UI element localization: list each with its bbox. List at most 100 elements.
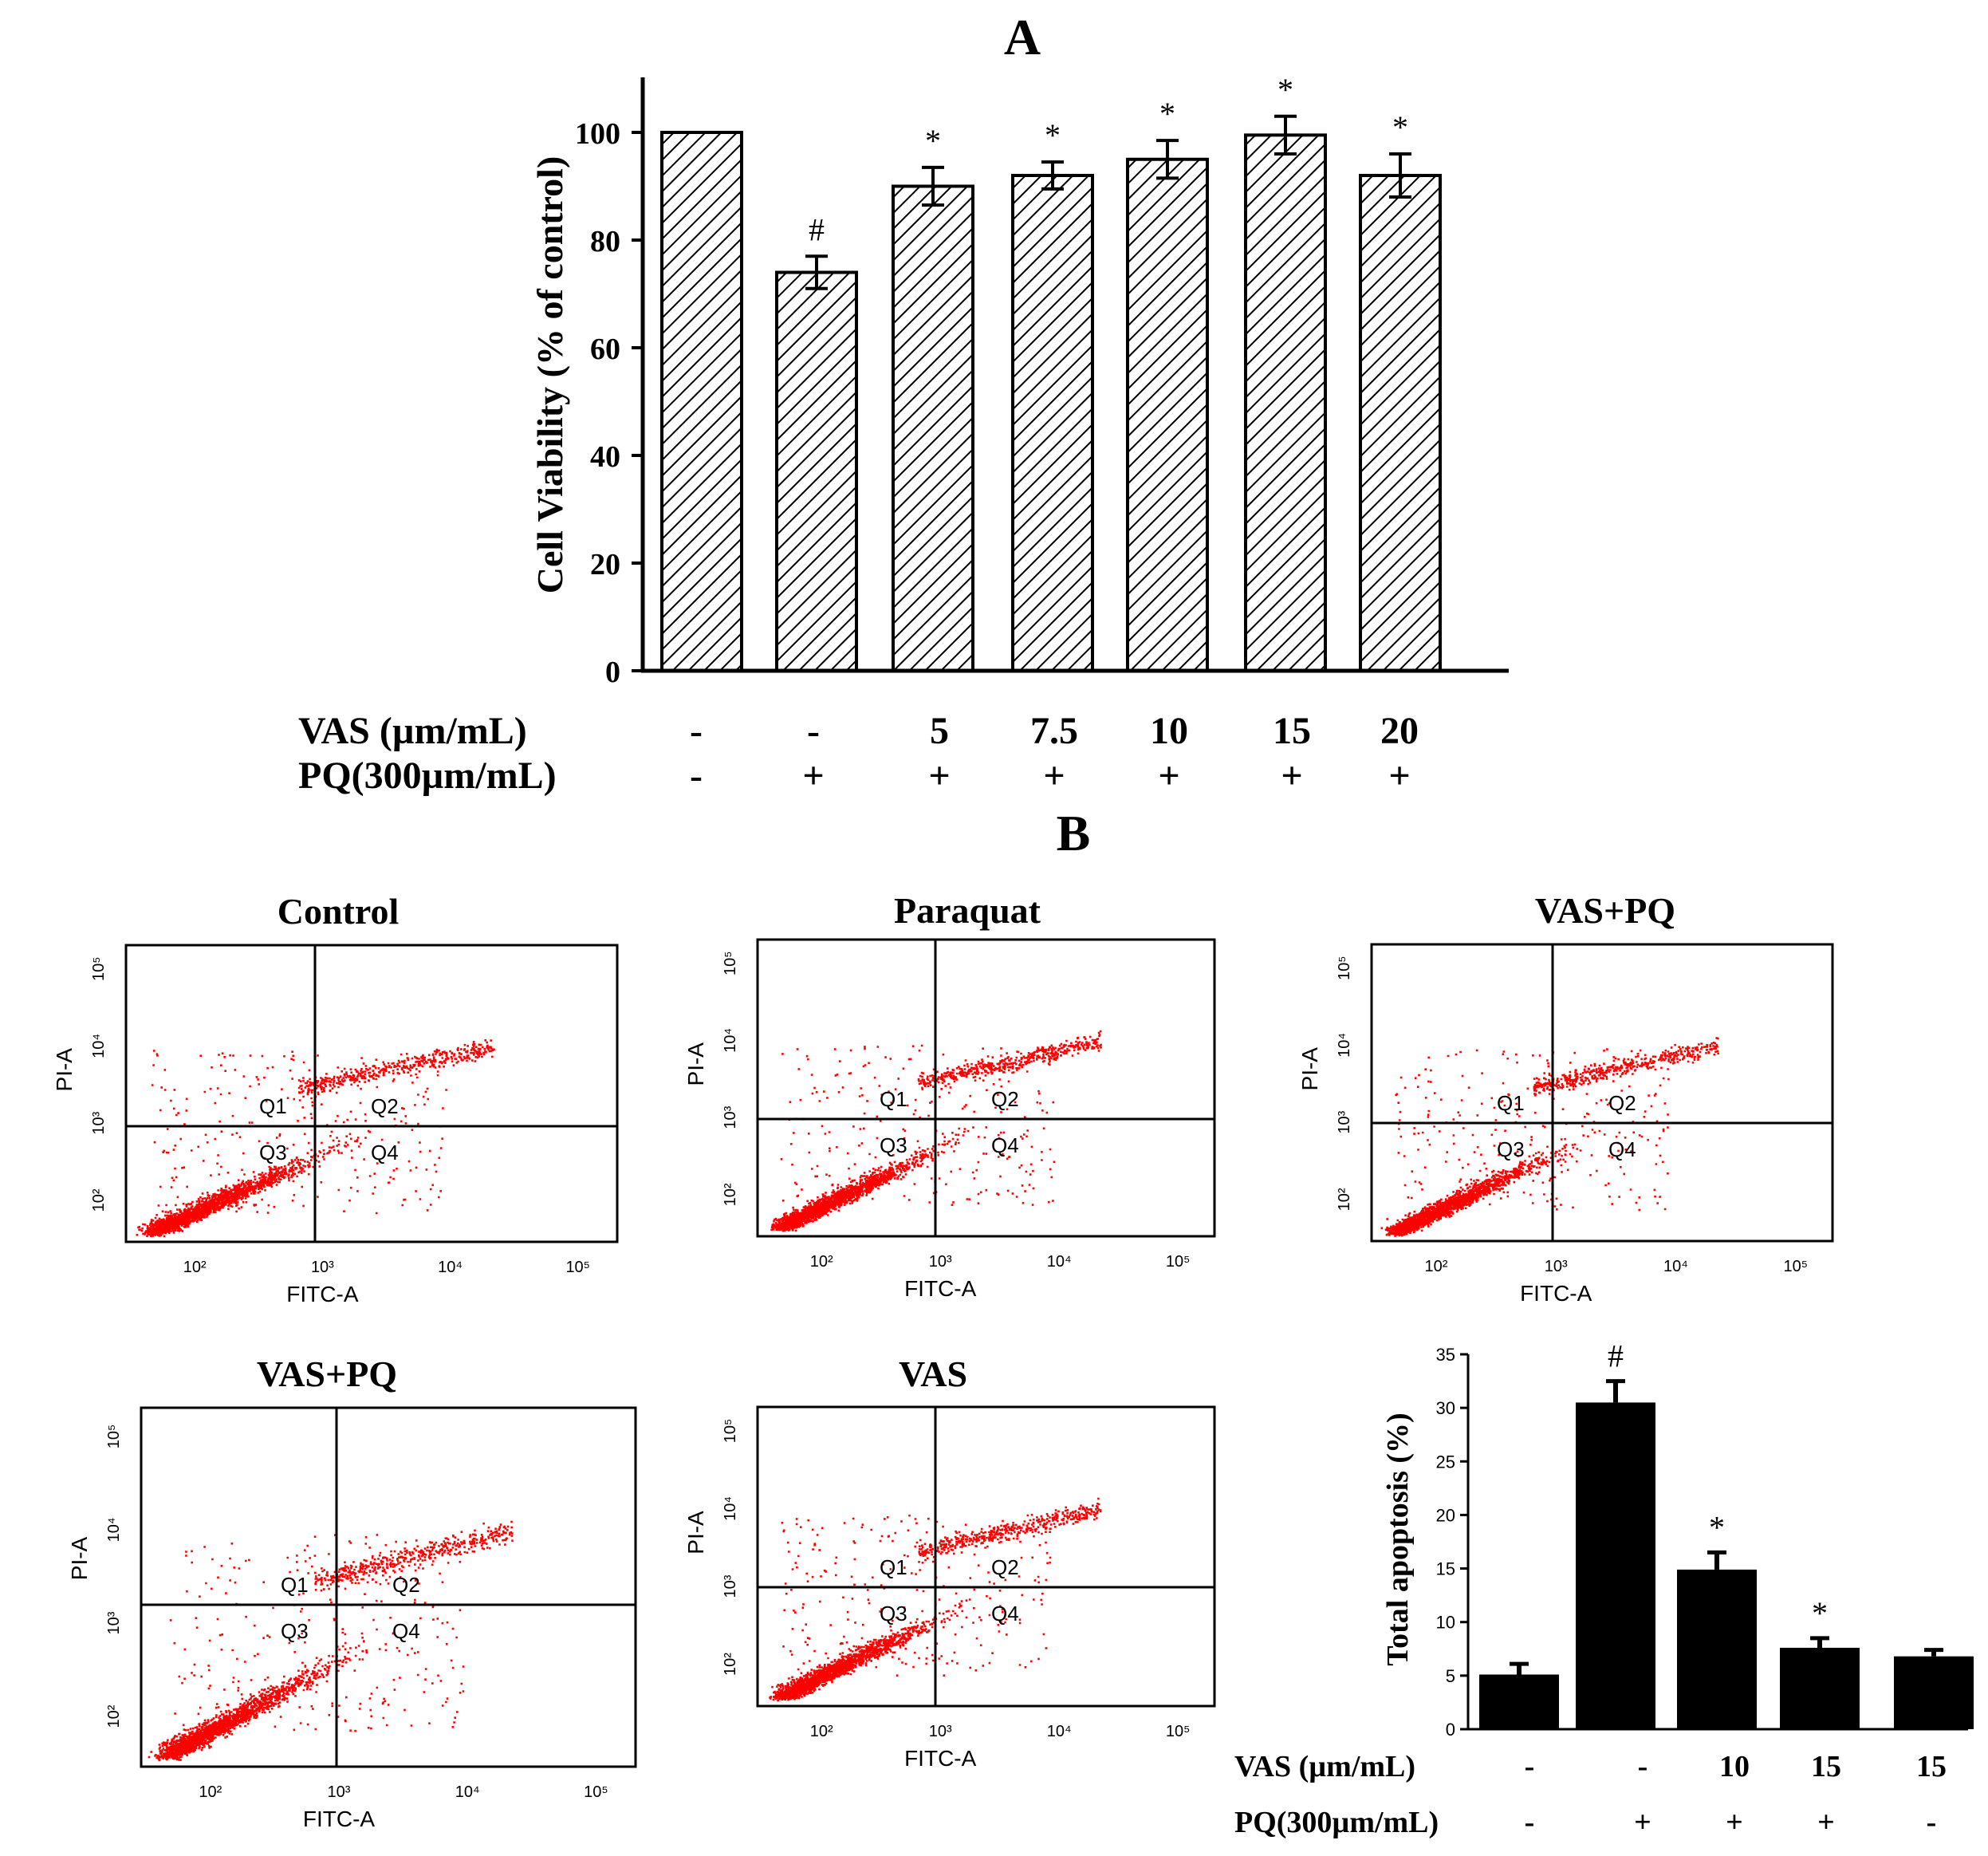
- flow-y-tick: 10⁴: [1336, 1033, 1353, 1058]
- flow-x-tick: 10⁵: [1166, 1253, 1191, 1271]
- viability-bars: # * * * * *: [660, 72, 1442, 672]
- pq-flag: +: [1634, 1806, 1651, 1839]
- flow-y-tick: 10³: [90, 1111, 108, 1134]
- flow-y-tick: 10⁵: [722, 1419, 739, 1444]
- apoptosis-bars: # * *: [1479, 1338, 1974, 1729]
- flow-plot-frame: [140, 1406, 637, 1768]
- flow-plot-title: VAS: [899, 1354, 967, 1394]
- flow-x-label: FITC-A: [286, 1282, 359, 1306]
- pq-flag: -: [690, 755, 703, 797]
- viability-y-label: Cell Viability (% of control): [529, 156, 570, 594]
- flow-x-tick: 10⁵: [584, 1783, 608, 1801]
- flow-plot-title: VAS+PQ: [257, 1354, 397, 1394]
- significance-marker: *: [925, 123, 941, 159]
- viability-bar: [775, 270, 858, 672]
- vas-row-label-b: VAS (µm/mL): [1234, 1750, 1415, 1783]
- apoptosis-y-tick-label: 10: [1436, 1613, 1455, 1633]
- significance-marker: *: [1159, 96, 1175, 132]
- apoptosis-y-tick-label: 25: [1436, 1452, 1455, 1472]
- quadrant-label: Q1: [259, 1094, 287, 1118]
- pq-flag: -: [1525, 1806, 1535, 1839]
- flow-x-tick: 10³: [311, 1259, 334, 1276]
- flow-plot-frame: [756, 938, 1216, 1238]
- vas-dose: -: [1638, 1750, 1648, 1783]
- pq-flag: +: [1158, 755, 1179, 797]
- apoptosis-y-tick-label: 5: [1446, 1666, 1455, 1686]
- vas-dose: 10: [1719, 1750, 1750, 1783]
- vas-dose: -: [1525, 1750, 1535, 1783]
- flow-x-tick: 10⁵: [1166, 1723, 1191, 1740]
- apoptosis-y-tick-label: 20: [1436, 1505, 1455, 1525]
- flow-plot-frame: [756, 1405, 1216, 1708]
- flow-y-label: PI-A: [683, 1042, 708, 1086]
- flow-x-tick: 10³: [1545, 1258, 1568, 1275]
- apoptosis-bar: [1780, 1647, 1860, 1729]
- viability-y-tick-label: 0: [605, 656, 620, 689]
- quadrant-label: Q1: [281, 1573, 309, 1597]
- flow-x-tick: 10⁴: [455, 1783, 480, 1801]
- pq-flag: +: [1817, 1806, 1835, 1839]
- flow-plot-title: Control: [278, 891, 400, 932]
- vas-dose: -: [807, 710, 820, 752]
- apoptosis-bar: [1894, 1656, 1974, 1729]
- pq-flag: +: [928, 755, 950, 797]
- flow-x-tick: 10³: [929, 1723, 952, 1740]
- flow-x-label: FITC-A: [904, 1276, 977, 1301]
- significance-marker: *: [1709, 1509, 1725, 1545]
- flow-y-label: PI-A: [67, 1536, 92, 1580]
- apoptosis-y-ticks: 0 5 10 15 20 25 30 35: [1436, 1345, 1468, 1740]
- flow-y-tick: 10³: [722, 1105, 739, 1129]
- flow-x-tick: 10²: [183, 1259, 207, 1276]
- viability-treatment-table: VAS (µm/mL) PQ(300µm/mL) ---+5+7.5+10+15…: [298, 710, 1419, 797]
- viability-y-tick-label: 100: [575, 117, 620, 151]
- flow-x-tick: 10⁴: [1663, 1258, 1688, 1275]
- apoptosis-treatment-table: VAS (µm/mL) PQ(300µm/mL) - - - +10 +15 +15 -: [1234, 1750, 1947, 1839]
- flow-x-tick: 10³: [328, 1783, 351, 1801]
- flow-x-tick: 10⁵: [565, 1259, 590, 1276]
- flow-plot: VAS+PQ Q1 Q2 Q3 Q4 10² 10² 10³ 10³ 10⁴ 10⁴ 10⁵ 10⁵ FI…: [67, 1354, 637, 1831]
- apoptosis-chart: 0 5 10 15 20 25 30 35 # * * Total apoptosis (%): [1381, 1338, 1974, 1740]
- pq-flag: +: [802, 755, 824, 797]
- vas-dose: 7.5: [1030, 710, 1078, 752]
- flow-y-tick: 10⁴: [90, 1034, 108, 1058]
- flow-x-tick: 10⁵: [1783, 1258, 1808, 1275]
- vas-dose: 10: [1150, 710, 1188, 752]
- quadrant-label: Q4: [371, 1141, 399, 1164]
- viability-bar: [1126, 157, 1209, 672]
- apoptosis-bar: [1677, 1569, 1757, 1729]
- flow-dots: [769, 1497, 1102, 1702]
- flow-y-tick: 10²: [1336, 1188, 1353, 1211]
- quadrant-label: Q4: [392, 1619, 420, 1643]
- vas-dose: 15: [1811, 1750, 1841, 1783]
- significance-marker: #: [1608, 1338, 1624, 1374]
- flow-y-tick: 10⁵: [1336, 956, 1353, 980]
- quadrant-label: Q4: [991, 1602, 1019, 1625]
- flow-dots: [148, 1520, 514, 1762]
- pq-row-label: PQ(300µm/mL): [298, 755, 557, 797]
- flow-y-tick: 10⁴: [722, 1028, 739, 1053]
- quadrant-label: Q3: [880, 1133, 907, 1157]
- flow-y-tick: 10²: [105, 1704, 123, 1728]
- pq-flag: +: [1726, 1806, 1743, 1839]
- flow-plot-title: Paraquat: [894, 890, 1041, 931]
- flow-x-tick: 10⁴: [1047, 1253, 1072, 1271]
- apoptosis-bar: [1576, 1402, 1655, 1729]
- pq-flag: +: [1281, 755, 1302, 797]
- quadrant-label: Q4: [1608, 1137, 1636, 1161]
- flow-x-tick: 10⁴: [1047, 1723, 1072, 1740]
- pq-flag: +: [1043, 755, 1065, 797]
- apoptosis-y-tick-label: 35: [1436, 1345, 1455, 1365]
- viability-bar: [892, 184, 974, 672]
- quadrant-label: Q3: [259, 1141, 287, 1164]
- flow-y-label: PI-A: [1297, 1047, 1322, 1091]
- flow-y-tick: 10⁵: [722, 951, 739, 975]
- pq-row-label-b: PQ(300µm/mL): [1234, 1806, 1439, 1839]
- significance-marker: #: [809, 211, 825, 247]
- quadrant-label: Q1: [880, 1555, 907, 1579]
- flow-plot: Paraquat Q1 Q2 Q3 Q4 10² 10² 10³ 10³ 10⁴ 10⁴ 10⁵ 10⁵…: [683, 890, 1216, 1301]
- flow-y-tick: 10²: [722, 1183, 739, 1206]
- quadrant-label: Q1: [1497, 1091, 1525, 1115]
- viability-y-tick-label: 80: [590, 225, 620, 258]
- viability-y-ticks: 0 20 40 60 80 100: [575, 117, 643, 689]
